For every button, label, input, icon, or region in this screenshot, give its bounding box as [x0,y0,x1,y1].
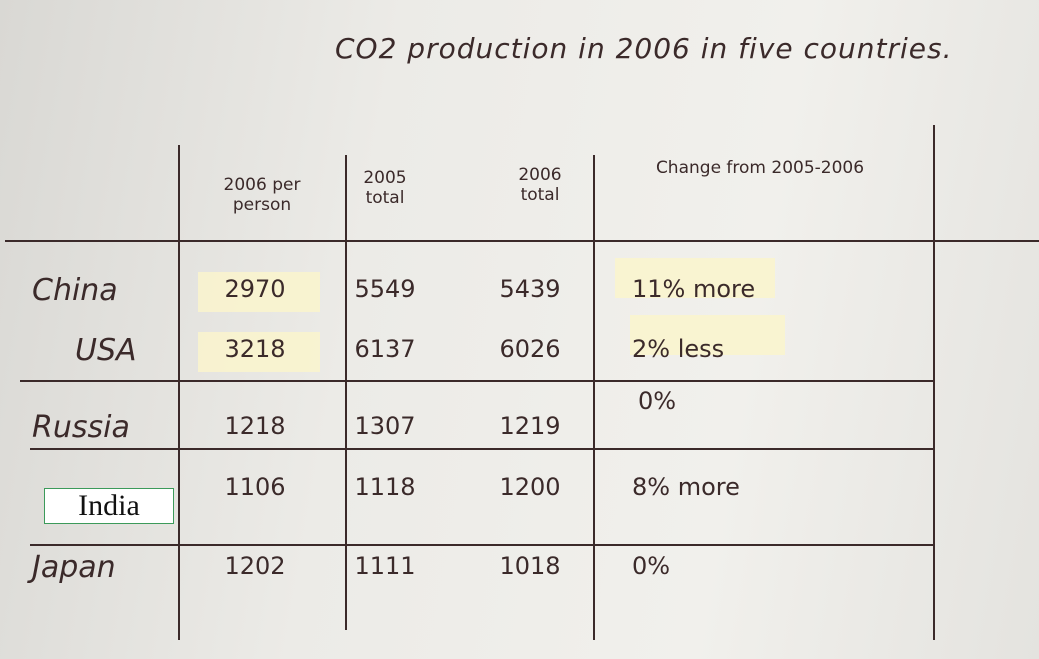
cell-value: 1111 [354,552,416,580]
column-line [933,125,935,640]
cell-value: 6137 [354,335,416,363]
row-line [30,448,935,450]
change-value: 2% less [632,335,725,363]
cell-value: 2970 [224,275,286,303]
column-header: 2005 total [363,168,407,208]
row-label: Russia [32,410,130,445]
cell-value: 1018 [499,552,561,580]
cell-value: 1202 [224,552,286,580]
tape [615,258,775,298]
cell-value: 1307 [354,412,416,440]
row-line [30,544,935,546]
tape [630,315,785,355]
column-line [178,145,180,640]
row-label: India [44,488,174,524]
column-line [593,155,595,640]
tape [198,272,320,312]
change-value: 8% more [632,473,740,501]
cell-value: 5549 [354,275,416,303]
cell-value: 3218 [224,335,286,363]
tape [198,332,320,372]
column-header: 2006 per person [223,175,301,215]
title: CO2 production in 2006 in five countries… [335,32,953,65]
change-value: 11% more [632,275,756,303]
cell-value: 1219 [499,412,561,440]
column-header: 2006 total [518,165,562,205]
row-line [5,240,1039,242]
cell-value: 6026 [499,335,561,363]
cell-value: 5439 [499,275,561,303]
cell-value: 1106 [224,473,286,501]
column-header: Change from 2005-2006 [655,158,865,178]
cell-value: 1200 [499,473,561,501]
row-label: USA [75,333,137,368]
change-value: 0% [638,387,677,415]
cell-value: 1118 [354,473,416,501]
row-line [20,380,935,382]
change-value: 0% [632,552,671,580]
row-label: China [32,273,118,308]
column-line [345,155,347,630]
cell-value: 1218 [224,412,286,440]
row-label: Japan [32,550,116,585]
